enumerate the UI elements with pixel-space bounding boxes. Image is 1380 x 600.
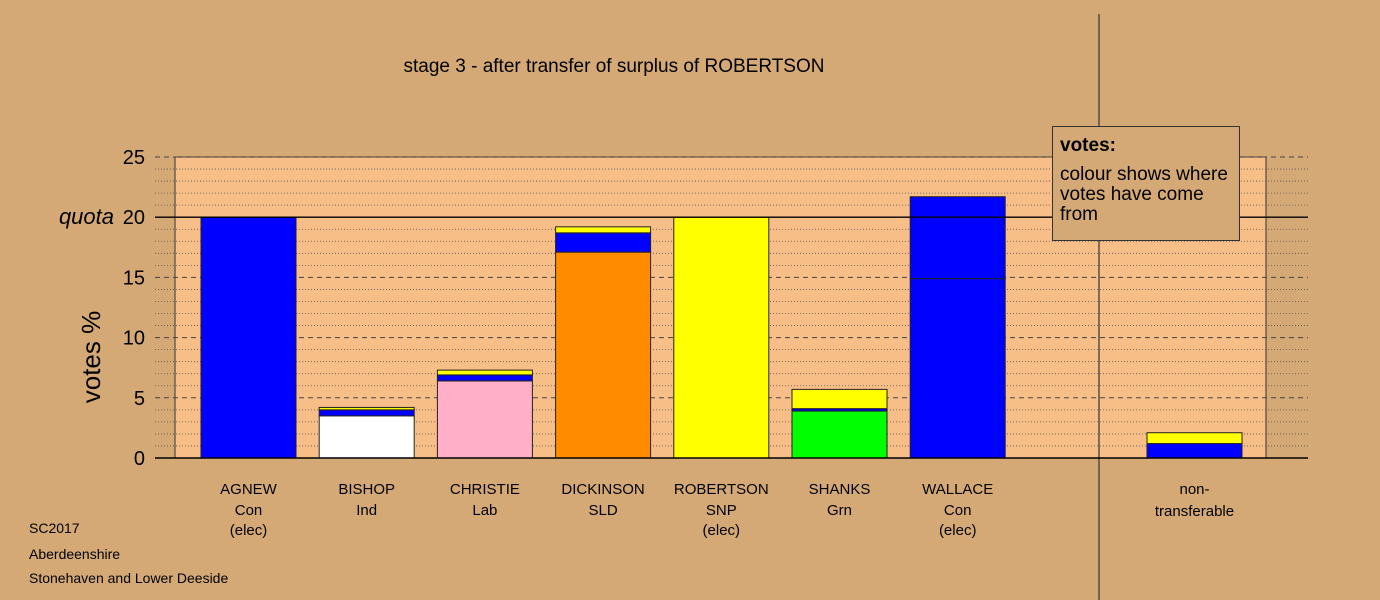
party-label-dickinson: SLD (589, 502, 618, 519)
x-tick-label-shanks: SHANKS (809, 481, 871, 498)
bar-dickinson-segment (555, 251, 652, 459)
y-tick-label: 10 (123, 328, 145, 350)
status-label-agnew: (elec) (230, 522, 268, 539)
bar-dickinson-segment (555, 226, 652, 234)
plot-area: AGNEW Con (elec) BISHOP Ind CHRISTIE Lab DICKIN… (59, 14, 1308, 600)
y-tick-label: 0 (134, 448, 145, 470)
bar-christie-segment (436, 374, 533, 382)
legend-text: colour shows where votes have come from (1060, 164, 1228, 225)
bar-christie-segment (436, 369, 533, 376)
bar-dickinson-segment (555, 232, 652, 253)
party-label-bishop: Ind (356, 502, 377, 519)
bar-shanks-segment (791, 410, 888, 459)
x-tick-label-nontransferable-2: transferable (1155, 503, 1234, 520)
bar-shanks-segment (791, 388, 888, 410)
bar-agnew-segment (200, 216, 297, 459)
x-tick-label-nontransferable: non- (1179, 481, 1209, 498)
x-tick-label-wallace: WALLACE (922, 481, 993, 498)
footer-election: SC2017 (29, 520, 80, 536)
x-tick-label-christie: CHRISTIE (450, 481, 520, 498)
bar-nontransferable-segment (1146, 432, 1243, 445)
bar-bishop-segment (318, 409, 415, 417)
x-tick-label-agnew: AGNEW (220, 481, 278, 498)
status-label-robertson: (elec) (703, 522, 741, 539)
y-tick-label: 5 (134, 388, 145, 410)
y-tick-label: 20 (123, 207, 145, 229)
x-tick-label-dickinson: DICKINSON (561, 481, 644, 498)
bar-nontransferable-segment (1146, 443, 1243, 459)
chart-title: stage 3 - after transfer of surplus of R… (404, 56, 825, 77)
status-label-wallace: (elec) (939, 522, 977, 539)
footer-council: Aberdeenshire (29, 546, 121, 562)
party-label-robertson: SNP (706, 502, 737, 519)
legend-box: votes: colour shows where votes have com… (1052, 126, 1240, 241)
x-tick-label-robertson: ROBERTSON (674, 481, 769, 498)
party-label-shanks: Grn (827, 502, 852, 519)
x-tick-label-bishop: BISHOP (338, 481, 395, 498)
bar-robertson-segment (673, 216, 770, 459)
y-tick-label: 25 (123, 147, 145, 169)
party-label-christie: Lab (472, 502, 497, 519)
bar-wallace-segment (909, 196, 1006, 280)
footer-ward: Stonehaven and Lower Deeside (29, 570, 229, 586)
bar-wallace-segment (909, 278, 1006, 459)
y-tick-label: 15 (123, 267, 145, 289)
bar-christie-segment (436, 380, 533, 459)
y-axis-label: votes % (76, 311, 106, 404)
legend-title: votes: (1060, 135, 1116, 156)
party-label-wallace: Con (944, 502, 972, 519)
party-label-agnew: Con (235, 502, 263, 519)
bar-bishop-segment (318, 415, 415, 459)
quota-tick-label: quota (59, 204, 114, 229)
bar-bishop-segment (318, 406, 415, 411)
